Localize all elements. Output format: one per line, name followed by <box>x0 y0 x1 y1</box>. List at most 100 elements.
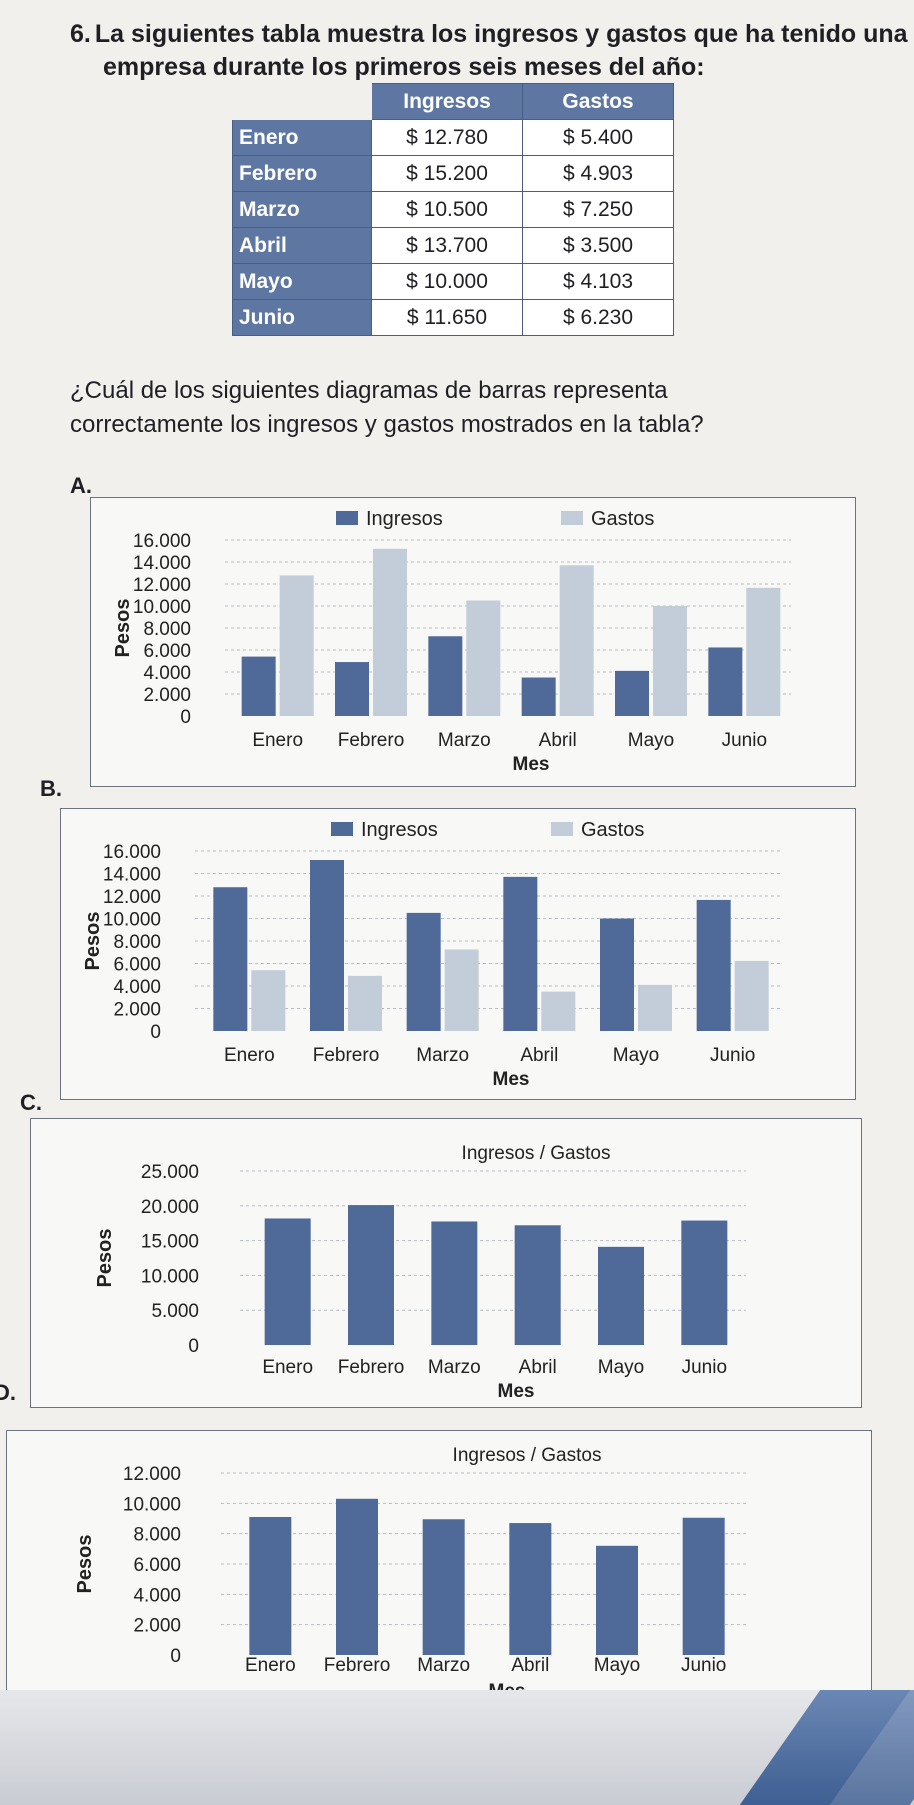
bar-gastos <box>466 600 501 716</box>
bar-ingresos <box>310 860 344 1031</box>
chart-b: 16.00014.00012.00010.0008.0006.0004.0002… <box>82 819 781 1090</box>
x-tick-label: Abril <box>519 1357 557 1378</box>
bar-total <box>348 1205 394 1345</box>
y-axis-label: Pesos <box>82 912 104 971</box>
bar-gastos <box>444 949 479 1031</box>
legend-swatch-gastos <box>561 511 583 525</box>
y-tick-label: 6.000 <box>133 1555 181 1576</box>
y-tick-label: 10.000 <box>133 597 191 618</box>
y-tick-label: 2.000 <box>113 1000 161 1021</box>
bar-total <box>598 1246 644 1345</box>
y-tick-label: 2.000 <box>143 685 191 706</box>
x-tick-label: Marzo <box>416 1045 469 1066</box>
y-tick-label: 16.000 <box>103 842 161 863</box>
table-row: Enero $ 12.780 $ 5.400 <box>232 119 674 156</box>
x-tick-label: Febrero <box>313 1045 380 1066</box>
y-tick-label: 20.000 <box>141 1197 199 1218</box>
prompt-line-1: ¿Cuál de los siguientes diagramas de bar… <box>70 377 668 404</box>
table-cell-month: Abril <box>232 227 372 264</box>
legend-label-ingresos: Ingresos <box>366 508 443 530</box>
table-cell-gastos: $ 3.500 <box>522 227 674 264</box>
y-tick-label: 14.000 <box>103 865 161 886</box>
y-axis-label: Pesos <box>112 599 134 658</box>
y-tick-label: 16.000 <box>133 531 191 552</box>
bar-total <box>514 1225 561 1345</box>
x-tick-label: Mayo <box>628 730 674 751</box>
bar-total <box>431 1221 478 1345</box>
x-tick-label: Abril <box>539 730 577 751</box>
option-label-a[interactable]: A. <box>70 473 92 498</box>
bar-ingresos <box>696 899 731 1031</box>
y-tick-label: 8.000 <box>133 1525 181 1546</box>
y-tick-label: 0 <box>180 707 191 728</box>
bar-gastos <box>541 991 576 1031</box>
y-tick-label: 0 <box>188 1336 199 1357</box>
chart-c: 25.000 20.000 15.000 10.000 5.000 0 Pesos Mes In… <box>94 1143 746 1402</box>
bar-total <box>681 1220 728 1345</box>
y-tick-label: 25.000 <box>141 1162 199 1183</box>
x-tick-label: Enero <box>224 1045 275 1066</box>
table-cell-gastos: $ 4.103 <box>522 263 674 300</box>
y-axis-label: Pesos <box>94 1229 116 1288</box>
table-cell-ingresos: $ 11.650 <box>371 299 523 336</box>
bar-ingresos <box>615 670 649 716</box>
table-cell-ingresos: $ 12.780 <box>371 119 523 156</box>
bar-gastos <box>746 587 781 716</box>
bar-gastos <box>348 975 382 1031</box>
x-tick-label: Abril <box>520 1045 558 1066</box>
x-tick-label: Junio <box>710 1045 755 1066</box>
question-line-1: La siguientes tabla muestra los ingresos… <box>94 20 908 48</box>
chart-panel-d[interactable]: 12.00010.0008.0006.0004.0002.0000PesosMe… <box>6 1430 872 1702</box>
table-row: Mayo $ 10.000 $ 4.103 <box>232 263 674 300</box>
bar-gastos <box>279 575 314 716</box>
bar-ingresos <box>428 636 463 716</box>
bar-ingresos <box>521 677 556 716</box>
bar-gastos <box>734 960 769 1031</box>
table-cell-month: Febrero <box>232 155 372 192</box>
bar-gastos <box>251 970 286 1031</box>
data-table: Ingresos Gastos Enero $ 12.780 $ 5.400 F… <box>232 83 674 336</box>
table-cell-gastos: $ 4.903 <box>522 155 674 192</box>
bar-ingresos <box>241 656 276 716</box>
option-label-b[interactable]: B. <box>40 776 62 801</box>
table-cell-gastos: $ 5.400 <box>522 119 674 156</box>
y-tick-label: 8.000 <box>113 932 161 953</box>
bar-gastos <box>638 984 672 1031</box>
x-tick-label: Junio <box>682 1357 727 1378</box>
table-cell-gastos: $ 7.250 <box>522 191 674 228</box>
chart-panel-a[interactable]: 16.000 14.000 12.000 10.000 8.000 6.000 4.000 2… <box>90 497 856 787</box>
bar-gastos <box>653 606 687 716</box>
bar-total <box>249 1516 292 1655</box>
bar-total <box>682 1517 725 1655</box>
option-label-d[interactable]: D. <box>0 1380 16 1405</box>
table-header-empty <box>233 84 372 120</box>
y-tick-label: 10.000 <box>123 1494 181 1515</box>
bar-gastos <box>559 565 594 716</box>
chart-panel-c[interactable]: 25.000 20.000 15.000 10.000 5.000 0 Pesos Mes In… <box>30 1118 862 1408</box>
x-axis-label: Mes <box>498 1381 535 1402</box>
y-tick-label: 12.000 <box>133 575 191 596</box>
chart-panel-b[interactable]: 16.000 14.000 12.000 10.000 8.000 6.000 4.000 2… <box>60 808 856 1100</box>
x-tick-label: Junio <box>681 1655 726 1676</box>
table-cell-ingresos: $ 13.700 <box>371 227 523 264</box>
table-header-row: Ingresos Gastos <box>233 83 674 120</box>
bar-ingresos <box>335 662 369 716</box>
y-tick-label: 10.000 <box>141 1266 199 1287</box>
table-row: Abril $ 13.700 $ 3.500 <box>232 227 674 264</box>
option-label-c[interactable]: C. <box>20 1090 42 1115</box>
table-cell-month: Enero <box>232 119 372 156</box>
prompt-text: ¿Cuál de los siguientes diagramas de bar… <box>70 374 890 442</box>
y-tick-label: 5.000 <box>151 1301 199 1322</box>
prompt-line-2: correctamente los ingresos y gastos most… <box>70 411 704 438</box>
bar-ingresos <box>213 887 248 1031</box>
table-cell-gastos: $ 6.230 <box>522 299 674 336</box>
y-tick-label: 0 <box>150 1022 161 1043</box>
table-row: Febrero $ 15.200 $ 4.903 <box>232 155 674 192</box>
y-tick-label: 6.000 <box>143 641 191 662</box>
table-row: Marzo $ 10.500 $ 7.250 <box>232 191 674 228</box>
question-number: 6. <box>70 20 91 48</box>
bar-total <box>422 1519 465 1655</box>
chart-a: 16.00014.00012.00010.0008.0006.0004.0002… <box>112 508 791 775</box>
legend-label-gastos: Gastos <box>591 508 654 530</box>
chart-title: Ingresos / Gastos <box>462 1143 611 1164</box>
